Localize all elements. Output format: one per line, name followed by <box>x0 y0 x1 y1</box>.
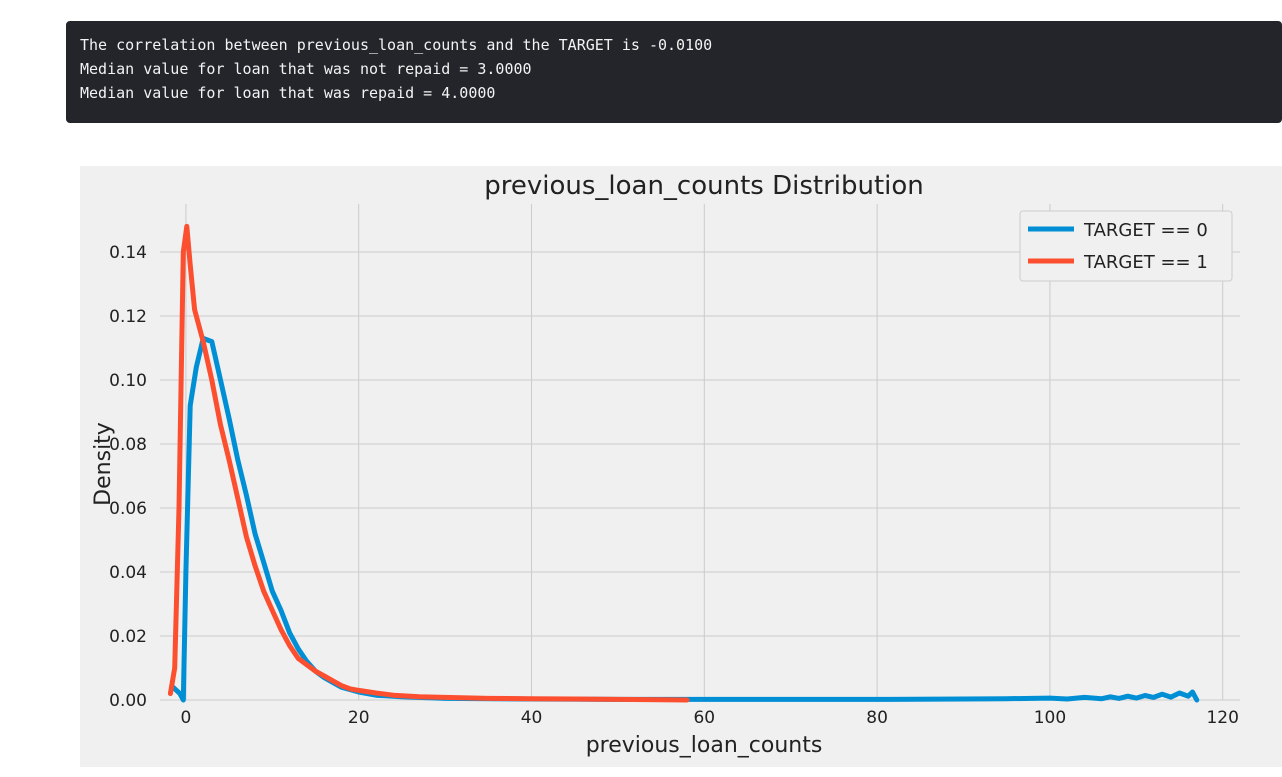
distribution-figure: 0 20 40 60 80 100 120 0.00 0.02 0.04 0.06 0.08 0.10 0… <box>80 166 1282 767</box>
x-tick-label: 0 <box>181 708 192 728</box>
y-tick-label: 0.06 <box>109 499 147 519</box>
output-line-correlation: The correlation between previous_loan_co… <box>80 36 713 54</box>
cell-output: The correlation between previous_loan_co… <box>66 21 1282 123</box>
density-chart: 0 20 40 60 80 100 120 0.00 0.02 0.04 0.06 0.08 0.10 0… <box>80 166 1282 767</box>
legend: TARGET == 0 TARGET == 1 <box>1019 210 1233 282</box>
y-axis-label: Density <box>91 422 116 506</box>
grid <box>160 204 1240 701</box>
y-tick-label: 0.04 <box>109 563 147 583</box>
x-tick-label: 60 <box>693 708 715 728</box>
output-line-median-not-repaid: Median value for loan that was not repai… <box>80 60 532 78</box>
y-tick-label: 0.14 <box>109 243 147 263</box>
y-tick-label: 0.10 <box>109 371 147 391</box>
output-line-median-repaid: Median value for loan that was repaid = … <box>80 84 496 102</box>
y-tick-label: 0.00 <box>109 691 147 711</box>
x-tick-label: 120 <box>1206 708 1238 728</box>
chart-title: previous_loan_counts Distribution <box>484 171 924 201</box>
tick-labels: 0 20 40 60 80 100 120 0.00 0.02 0.04 0.06 0.08 0.10 0… <box>109 243 1239 728</box>
x-tick-label: 100 <box>1034 708 1066 728</box>
x-tick-label: 80 <box>866 708 888 728</box>
x-tick-label: 20 <box>348 708 370 728</box>
series-lines <box>167 223 1200 703</box>
y-tick-label: 0.08 <box>109 435 147 455</box>
series-line-target-1 <box>167 223 690 703</box>
y-tick-label: 0.02 <box>109 627 147 647</box>
x-tick-label: 40 <box>521 708 543 728</box>
y-tick-label: 0.12 <box>109 307 147 327</box>
legend-label-target-0: TARGET == 0 <box>1083 220 1208 241</box>
x-axis-label: previous_loan_counts <box>586 733 823 758</box>
legend-label-target-1: TARGET == 1 <box>1083 252 1208 273</box>
